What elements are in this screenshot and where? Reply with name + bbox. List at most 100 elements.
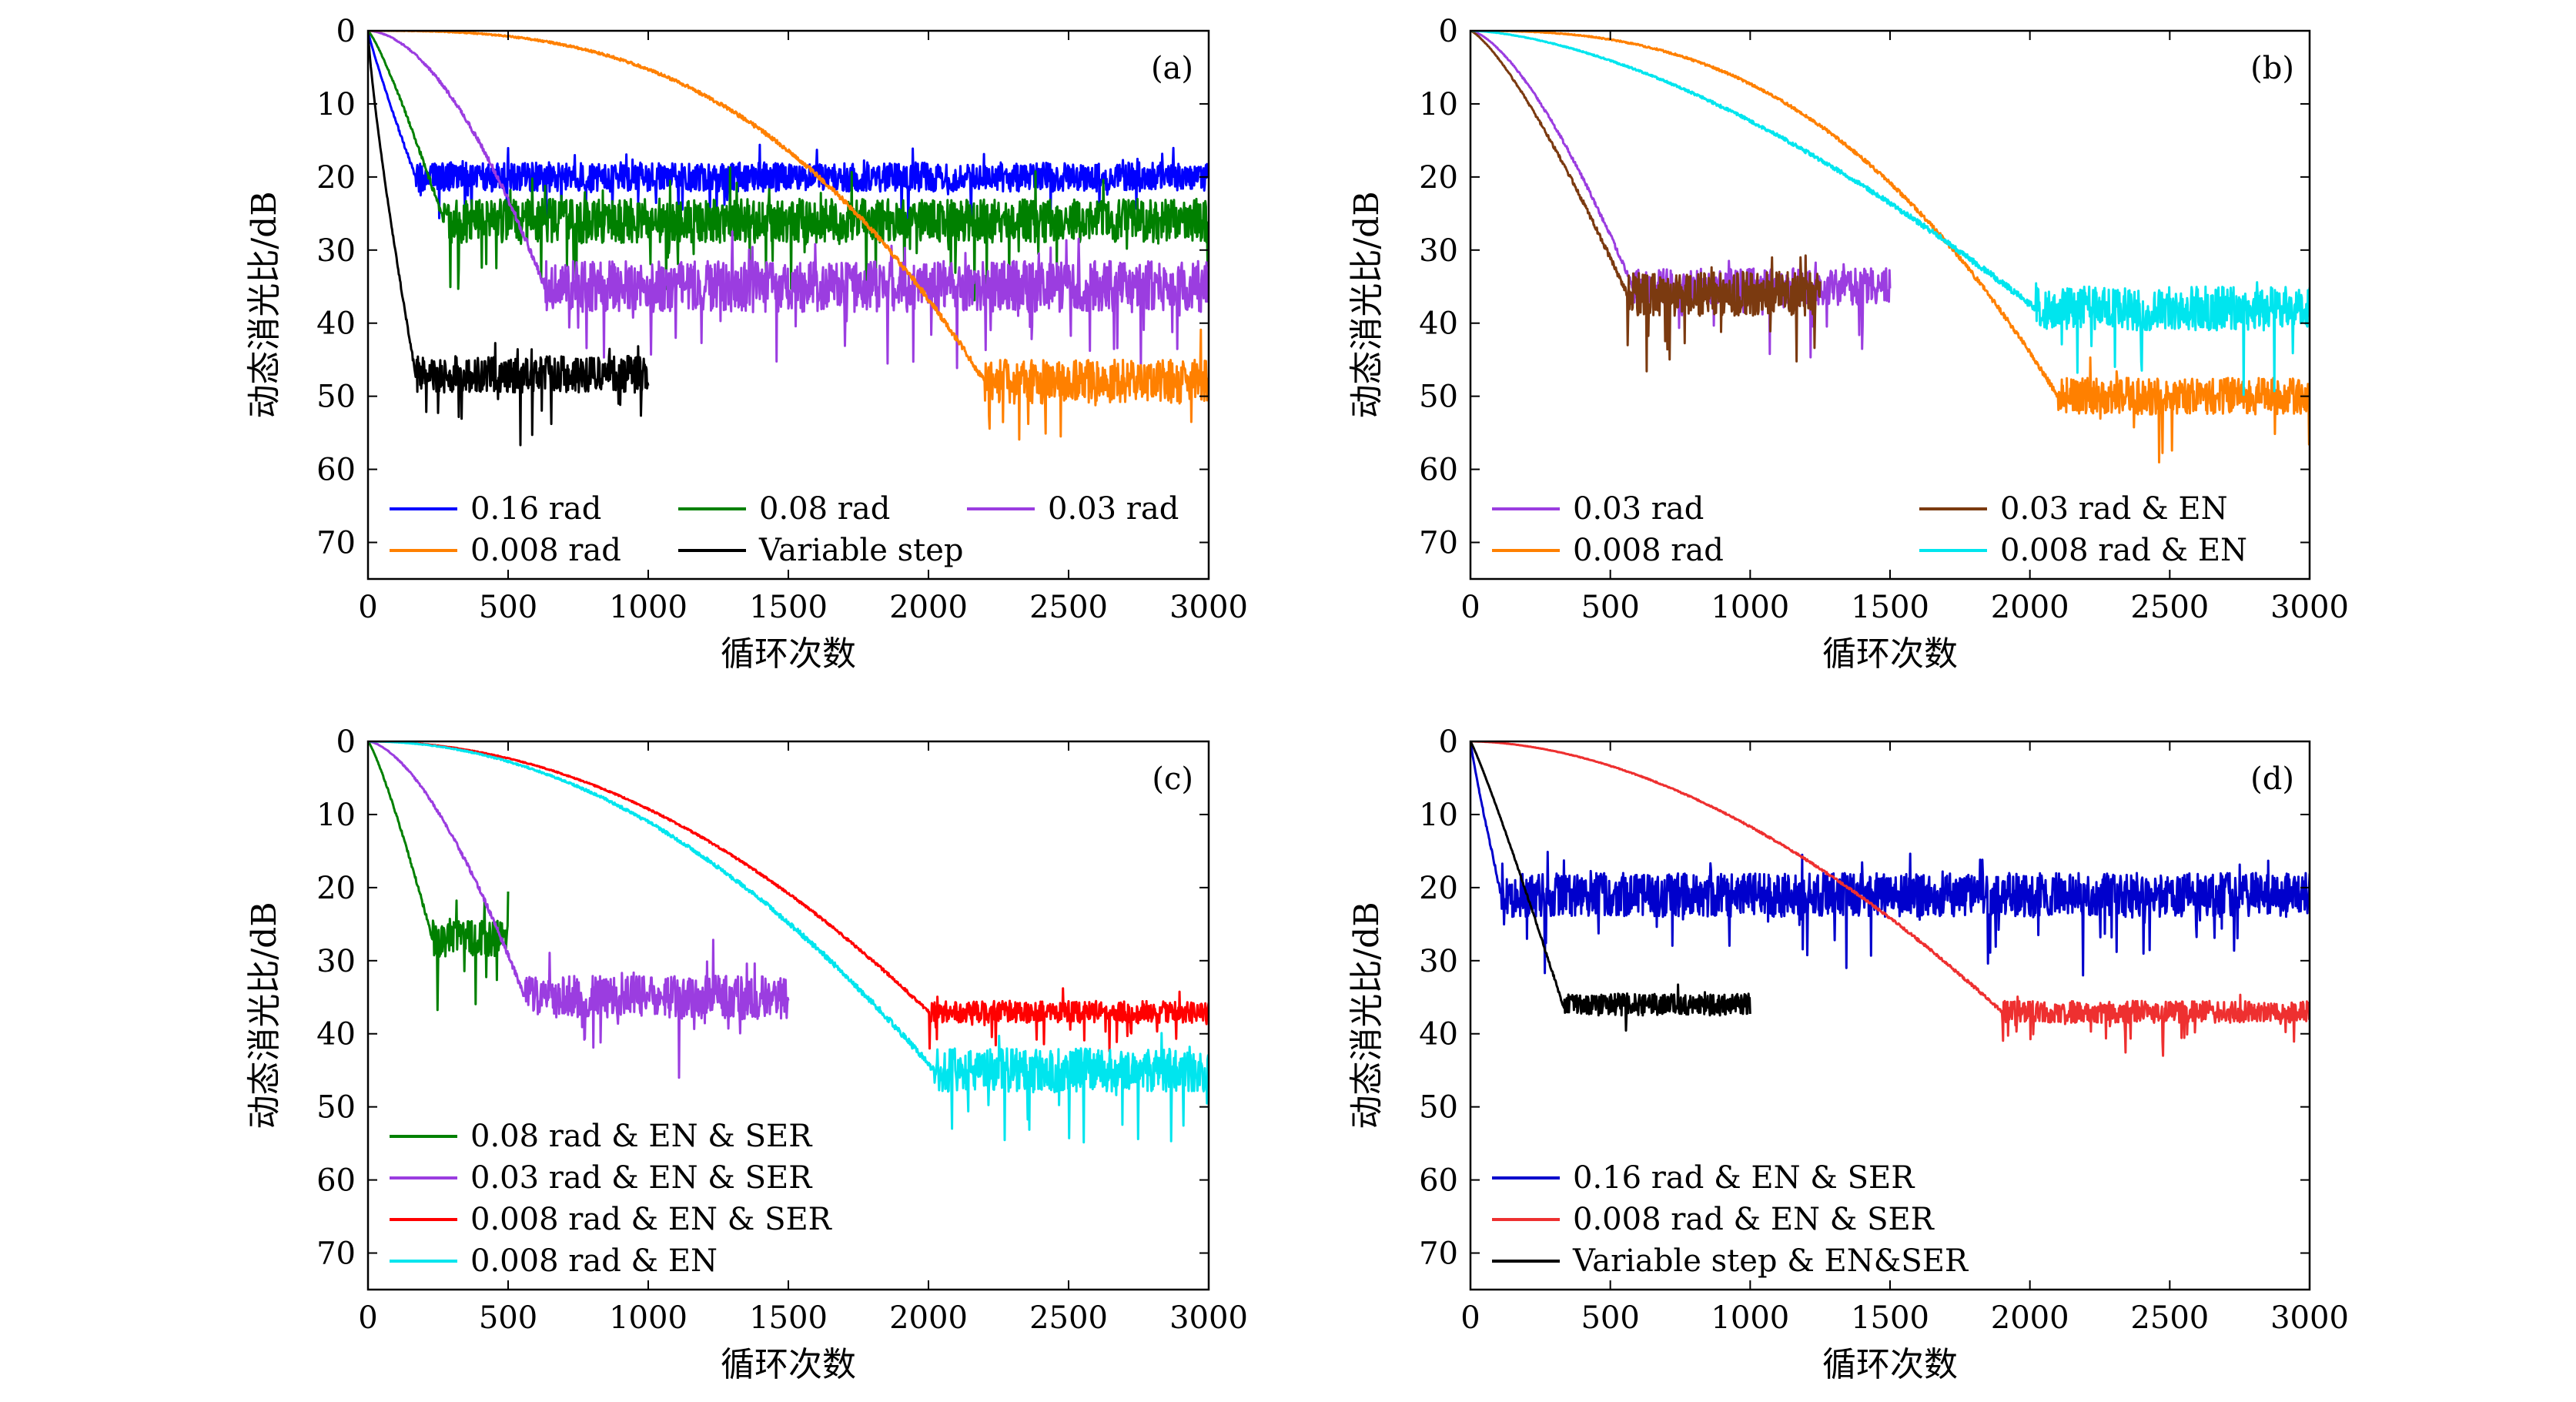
series-line-4 bbox=[1470, 31, 2310, 397]
x-axis-label: 循环次数 bbox=[721, 634, 856, 674]
series-line-4 bbox=[368, 741, 1209, 1144]
legend: 0.03 rad 0.03 rad & EN 0.008 rad 0.008 rad … bbox=[1492, 491, 2247, 568]
legend-label: 0.03 rad bbox=[1573, 491, 1704, 527]
y-tick-label: 40 bbox=[1419, 306, 1458, 342]
x-tick-label: 0 bbox=[1460, 1300, 1480, 1336]
x-tick-label: 500 bbox=[1581, 1300, 1639, 1336]
x-tick-label: 3000 bbox=[2270, 590, 2349, 625]
chart-panel-1: 0 500 1000 1500 2000 2500 3000 0 10 20 30 40 50 60 70 循… bbox=[245, 14, 1248, 674]
legend: 0.16 rad & EN & SER 0.008 rad & EN & SER V… bbox=[1492, 1160, 1969, 1279]
x-tick-label: 1500 bbox=[1851, 590, 1929, 625]
y-axis-label: 动态消光比/dB bbox=[245, 902, 284, 1129]
y-tick-label: 60 bbox=[1419, 1163, 1458, 1199]
y-tick-label: 70 bbox=[316, 1236, 356, 1272]
y-axis-label: 动态消光比/dB bbox=[1347, 902, 1387, 1129]
legend-label: 0.008 rad bbox=[1573, 533, 1724, 568]
x-tick-label: 2500 bbox=[2130, 1300, 2209, 1336]
y-tick-label: 0 bbox=[1439, 724, 1458, 760]
x-tick-label: 3000 bbox=[1169, 590, 1248, 625]
legend-label: 0.03 rad & EN bbox=[2000, 491, 2228, 527]
y-tick-label: 20 bbox=[1419, 871, 1458, 906]
series-line-5 bbox=[368, 31, 650, 447]
series-line-1 bbox=[368, 31, 1209, 229]
series-line-3 bbox=[368, 741, 1209, 1052]
x-tick-label: 2500 bbox=[2130, 590, 2209, 625]
chart-panel-3: 0 500 1000 1500 2000 2500 3000 0 10 20 30 40 50 60 70 循… bbox=[245, 724, 1248, 1384]
y-tick-label: 20 bbox=[316, 160, 356, 196]
y-tick-label: 20 bbox=[316, 871, 356, 906]
legend-label: 0.16 rad bbox=[470, 491, 601, 527]
x-tick-label: 500 bbox=[479, 590, 537, 625]
y-tick-label: 30 bbox=[316, 233, 356, 269]
x-tick-label: 2500 bbox=[1029, 590, 1108, 625]
x-tick-label: 1500 bbox=[749, 1300, 828, 1336]
x-tick-label: 3000 bbox=[2270, 1300, 2349, 1336]
y-tick-label: 30 bbox=[1419, 944, 1458, 979]
x-tick-label: 1000 bbox=[609, 1300, 687, 1336]
y-tick-label: 60 bbox=[316, 453, 356, 488]
legend: 0.16 rad 0.08 rad 0.03 rad 0.008 rad Variabl… bbox=[390, 491, 1179, 568]
x-tick-label: 2000 bbox=[889, 1300, 968, 1336]
y-tick-label: 20 bbox=[1419, 160, 1458, 196]
y-tick-label: 0 bbox=[1439, 14, 1458, 49]
legend-label: 0.16 rad & EN & SER bbox=[1573, 1160, 1915, 1196]
x-tick-label: 500 bbox=[1581, 590, 1639, 625]
chart-panel-2: 0 500 1000 1500 2000 2500 3000 0 10 20 30 40 50 60 70 循… bbox=[1347, 14, 2349, 674]
chart-panel-4: 0 500 1000 1500 2000 2500 3000 0 10 20 30 40 50 60 70 循… bbox=[1347, 724, 2349, 1384]
x-tick-label: 2000 bbox=[1991, 590, 2069, 625]
x-tick-label: 2500 bbox=[1029, 1300, 1108, 1336]
y-tick-label: 70 bbox=[316, 526, 356, 561]
legend-label: 0.08 rad bbox=[759, 491, 890, 527]
y-tick-label: 50 bbox=[1419, 1090, 1458, 1126]
legend-label: 0.03 rad bbox=[1048, 491, 1179, 527]
series-line-3 bbox=[1470, 741, 1751, 1032]
series-line-2 bbox=[1470, 31, 1822, 373]
series-line-2 bbox=[368, 31, 1209, 302]
panel-label: (d) bbox=[2250, 761, 2294, 797]
series-line-1 bbox=[368, 741, 510, 1012]
legend-label: 0.008 rad & EN & SER bbox=[1573, 1202, 1935, 1237]
y-axis-label: 动态消光比/dB bbox=[245, 191, 284, 418]
y-tick-label: 40 bbox=[1419, 1017, 1458, 1052]
x-tick-label: 1000 bbox=[1711, 1300, 1789, 1336]
x-axis-label: 循环次数 bbox=[721, 1345, 856, 1384]
y-tick-label: 0 bbox=[336, 724, 356, 760]
y-tick-label: 70 bbox=[1419, 1236, 1458, 1272]
x-tick-label: 0 bbox=[358, 1300, 377, 1336]
y-tick-label: 10 bbox=[1419, 798, 1458, 833]
panel-label: (b) bbox=[2250, 51, 2294, 86]
x-tick-label: 1500 bbox=[749, 590, 828, 625]
y-tick-label: 30 bbox=[316, 944, 356, 979]
series-line-3 bbox=[368, 31, 1209, 370]
x-tick-label: 1000 bbox=[1711, 590, 1789, 625]
x-tick-label: 500 bbox=[479, 1300, 537, 1336]
legend-label: 0.008 rad & EN bbox=[470, 1243, 718, 1279]
series-line-1 bbox=[1470, 741, 2310, 977]
panel-label: (a) bbox=[1151, 51, 1193, 86]
y-tick-label: 50 bbox=[1419, 380, 1458, 415]
x-tick-label: 1000 bbox=[609, 590, 687, 625]
series-group bbox=[1470, 741, 2310, 1057]
legend-label: Variable step bbox=[758, 533, 964, 568]
legend-label: 0.008 rad & EN & SER bbox=[470, 1202, 833, 1237]
y-tick-label: 60 bbox=[1419, 453, 1458, 488]
legend: 0.08 rad & EN & SER 0.03 rad & EN & SER 0.… bbox=[390, 1119, 833, 1279]
y-tick-label: 70 bbox=[1419, 526, 1458, 561]
y-tick-label: 10 bbox=[1419, 87, 1458, 122]
y-tick-label: 60 bbox=[316, 1163, 356, 1199]
series-line-2 bbox=[368, 741, 790, 1079]
legend-label: Variable step & EN&SER bbox=[1572, 1243, 1969, 1279]
y-axis-label: 动态消光比/dB bbox=[1347, 191, 1387, 418]
legend-label: 0.008 rad & EN bbox=[2000, 533, 2247, 568]
series-line-1 bbox=[1470, 31, 1892, 359]
y-tick-label: 10 bbox=[316, 87, 356, 122]
x-tick-label: 3000 bbox=[1169, 1300, 1248, 1336]
x-tick-label: 0 bbox=[1460, 590, 1480, 625]
x-axis-label: 循环次数 bbox=[1822, 1345, 1958, 1384]
legend-label: 0.03 rad & EN & SER bbox=[470, 1160, 813, 1196]
x-tick-label: 2000 bbox=[889, 590, 968, 625]
legend-label: 0.008 rad bbox=[470, 533, 621, 568]
y-tick-label: 10 bbox=[316, 798, 356, 833]
panel-label: (c) bbox=[1152, 761, 1193, 797]
